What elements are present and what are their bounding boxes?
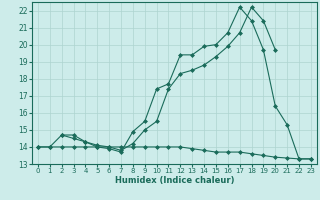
X-axis label: Humidex (Indice chaleur): Humidex (Indice chaleur) — [115, 176, 234, 185]
